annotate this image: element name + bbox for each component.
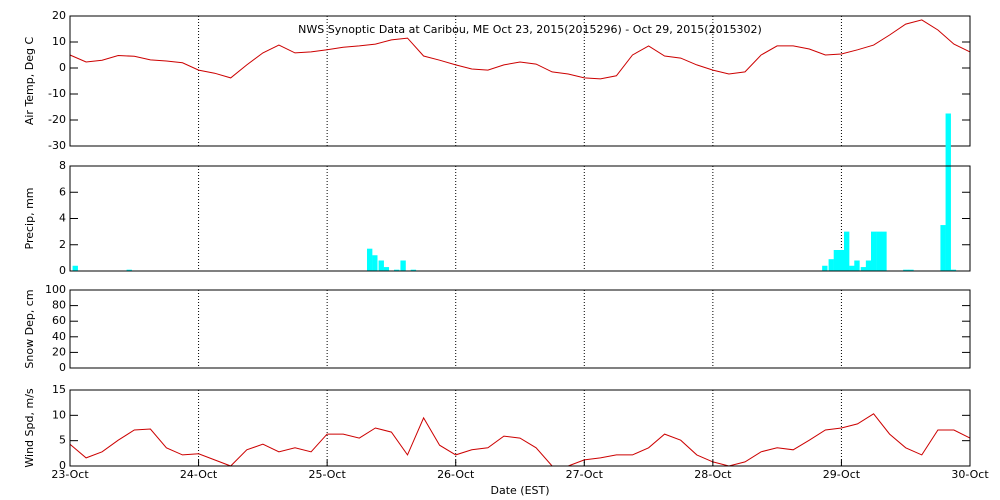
panel-frame	[69, 15, 971, 147]
x-tick-label: 26-Oct	[437, 468, 475, 481]
x-axis-label: Date (EST)	[490, 484, 549, 497]
y-tick-label: -20	[48, 113, 66, 126]
y-tick-label: 80	[52, 299, 66, 312]
chart-title: NWS Synoptic Data at Caribou, ME Oct 23,…	[298, 23, 762, 36]
bar	[871, 231, 877, 271]
y-tick-label: 100	[45, 283, 66, 296]
panel-frame	[69, 289, 971, 369]
x-tick-label: 25-Oct	[308, 468, 346, 481]
data-line	[69, 413, 971, 467]
bar	[838, 250, 845, 271]
y-tick-label: 20	[52, 9, 66, 22]
y-tick-label: 2	[59, 238, 66, 251]
bar	[865, 260, 872, 271]
y-axis-label: Wind Spd, m/s	[23, 388, 36, 468]
y-tick-label: -30	[48, 139, 66, 152]
y-tick-label: 15	[52, 383, 66, 396]
bar	[410, 269, 417, 271]
bar	[394, 269, 400, 271]
x-tick-label: 30-Oct	[951, 468, 989, 481]
y-tick-label: 8	[59, 159, 66, 172]
bar	[372, 255, 378, 271]
bar	[849, 265, 855, 271]
bar	[400, 260, 406, 271]
panel-frame	[69, 165, 971, 272]
y-tick-label: 60	[52, 314, 66, 327]
y-tick-label: 10	[52, 408, 66, 421]
y-tick-label: 10	[52, 35, 66, 48]
y-axis-label: Air Temp, Deg C	[23, 37, 36, 126]
bar	[860, 267, 867, 271]
bar	[383, 267, 390, 271]
y-tick-label: 5	[59, 434, 66, 447]
panel-frame	[69, 389, 971, 467]
y-tick-label: 0	[59, 61, 66, 74]
y-axis-label: Snow Dep, cm	[23, 289, 36, 368]
bar	[876, 231, 882, 271]
bar	[822, 265, 828, 271]
x-tick-label: 28-Oct	[694, 468, 732, 481]
data-line	[69, 19, 971, 80]
y-tick-label: 40	[52, 330, 66, 343]
bar	[945, 113, 951, 271]
bar	[881, 231, 887, 271]
y-tick-label: 6	[59, 185, 66, 198]
y-axis-label: Precip, mm	[23, 188, 36, 250]
bar	[367, 248, 373, 271]
bar	[950, 269, 957, 271]
bar	[126, 269, 132, 271]
y-tick-label: 0	[59, 459, 66, 472]
y-tick-label: 20	[52, 345, 66, 358]
bar	[72, 265, 78, 271]
bar	[854, 260, 860, 271]
x-tick-label: 29-Oct	[823, 468, 861, 481]
y-tick-label: -10	[48, 87, 66, 100]
x-tick-label: 27-Oct	[566, 468, 604, 481]
bar	[903, 269, 909, 271]
y-tick-label: 0	[59, 264, 66, 277]
bar	[828, 259, 834, 271]
x-tick-label: 24-Oct	[180, 468, 218, 481]
bar	[844, 231, 850, 271]
bar	[378, 260, 384, 271]
bar	[908, 269, 914, 271]
y-tick-label: 4	[59, 212, 66, 225]
x-tick-label: 23-Oct	[51, 468, 89, 481]
bar	[833, 250, 840, 271]
bar	[940, 225, 946, 271]
y-tick-label: 0	[59, 361, 66, 374]
